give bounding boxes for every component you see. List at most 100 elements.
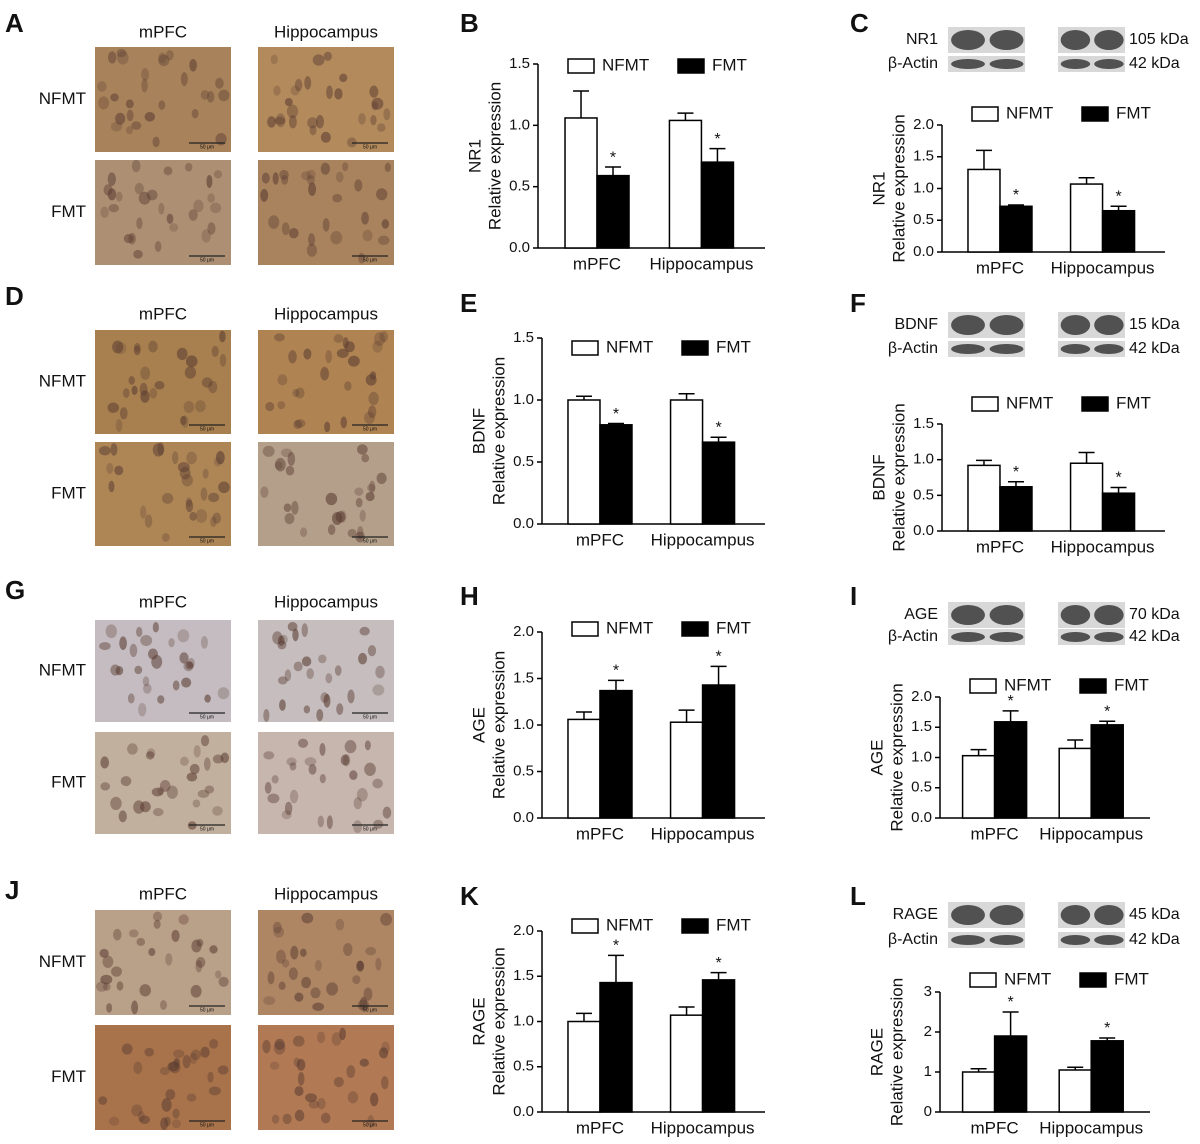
cell <box>103 184 113 196</box>
cell <box>300 527 308 538</box>
error-bar <box>710 665 727 686</box>
cell <box>264 782 272 794</box>
cell <box>272 631 283 645</box>
cell <box>210 516 217 528</box>
cell <box>353 797 362 810</box>
legend-swatch <box>969 678 997 694</box>
y-tick-label: 2.0 <box>911 688 932 705</box>
cell <box>151 787 164 797</box>
cell <box>152 136 160 148</box>
cell <box>320 1112 331 1124</box>
cell <box>218 89 230 102</box>
cell <box>340 754 350 766</box>
error-bar <box>1099 720 1116 725</box>
cell <box>339 73 348 83</box>
cell <box>186 772 198 782</box>
cell <box>357 444 368 455</box>
legend-swatch <box>571 918 599 934</box>
cell <box>131 1000 139 1015</box>
cell <box>319 743 326 756</box>
cell <box>272 172 279 185</box>
cell <box>176 347 188 360</box>
cell <box>303 705 311 714</box>
row-label: NFMT <box>39 952 86 971</box>
cell <box>200 635 208 649</box>
cell <box>284 98 293 107</box>
error-bar <box>709 147 726 163</box>
cell <box>377 123 386 132</box>
cell <box>206 90 215 103</box>
cell <box>133 342 141 352</box>
cell <box>344 381 352 391</box>
bar <box>669 1014 704 1113</box>
blot-size: 105 kDa <box>1129 31 1189 48</box>
blot-protein: β-Actin <box>888 931 938 948</box>
bar <box>567 399 601 525</box>
cell <box>171 1119 182 1129</box>
row-label: NFMT <box>39 371 86 390</box>
cell <box>359 996 368 1011</box>
cell <box>146 748 156 758</box>
error-bar <box>1110 486 1127 494</box>
cell <box>160 1117 169 1131</box>
y-axis-label: RAGE <box>469 997 488 1045</box>
scale-bar-label: 50 μm <box>363 426 377 432</box>
cell <box>152 621 159 633</box>
cell <box>274 116 286 125</box>
blot-band <box>1060 632 1091 642</box>
cell <box>141 78 148 93</box>
cell <box>292 1035 305 1047</box>
blot-band <box>951 315 985 335</box>
cell <box>203 757 211 771</box>
cell <box>121 1043 133 1055</box>
cell <box>154 380 165 390</box>
cell <box>206 175 213 189</box>
blot-size: 45 kDa <box>1129 906 1180 923</box>
y-tick-label: 1.5 <box>913 415 934 432</box>
cell <box>356 960 365 972</box>
cell <box>277 401 286 410</box>
panel-letter: B <box>460 8 479 38</box>
row-label: FMT <box>51 202 86 221</box>
cell <box>371 101 379 111</box>
cell <box>177 462 190 473</box>
cell <box>376 472 387 484</box>
blot-band <box>951 935 985 945</box>
panel-letter: C <box>850 8 869 38</box>
legend-label: FMT <box>716 337 751 356</box>
cell <box>215 450 225 465</box>
cell <box>126 109 134 122</box>
cell <box>162 533 170 542</box>
cell <box>304 76 312 90</box>
cell <box>364 762 376 776</box>
x-tick-label: Hippocampus <box>651 824 755 843</box>
cell <box>105 624 117 639</box>
cell <box>282 1113 292 1125</box>
scale-bar-label: 50 μm <box>363 714 377 720</box>
cell <box>107 402 120 413</box>
y-tick-label: 0.0 <box>513 515 534 532</box>
y-tick-label: 1.0 <box>913 179 934 196</box>
cell <box>215 970 222 979</box>
bar <box>999 205 1033 253</box>
cell <box>336 703 344 715</box>
x-tick-label: mPFC <box>576 1118 624 1137</box>
cell <box>218 976 229 987</box>
cell <box>293 661 303 672</box>
cell <box>99 642 111 651</box>
cell <box>323 51 332 61</box>
x-tick-label: Hippocampus <box>649 254 753 273</box>
cell <box>284 801 293 816</box>
significance: * <box>613 663 619 680</box>
legend-swatch <box>571 621 599 637</box>
cell <box>289 789 299 804</box>
cell <box>106 1003 113 1013</box>
bar <box>596 174 630 249</box>
legend-label: FMT <box>1116 103 1151 122</box>
legend-label: NFMT <box>1006 393 1053 412</box>
cell <box>277 676 288 685</box>
cell <box>336 348 349 359</box>
error-bar <box>575 711 592 720</box>
error-bar <box>677 112 694 121</box>
scale-bar-label: 50 μm <box>363 1007 377 1013</box>
